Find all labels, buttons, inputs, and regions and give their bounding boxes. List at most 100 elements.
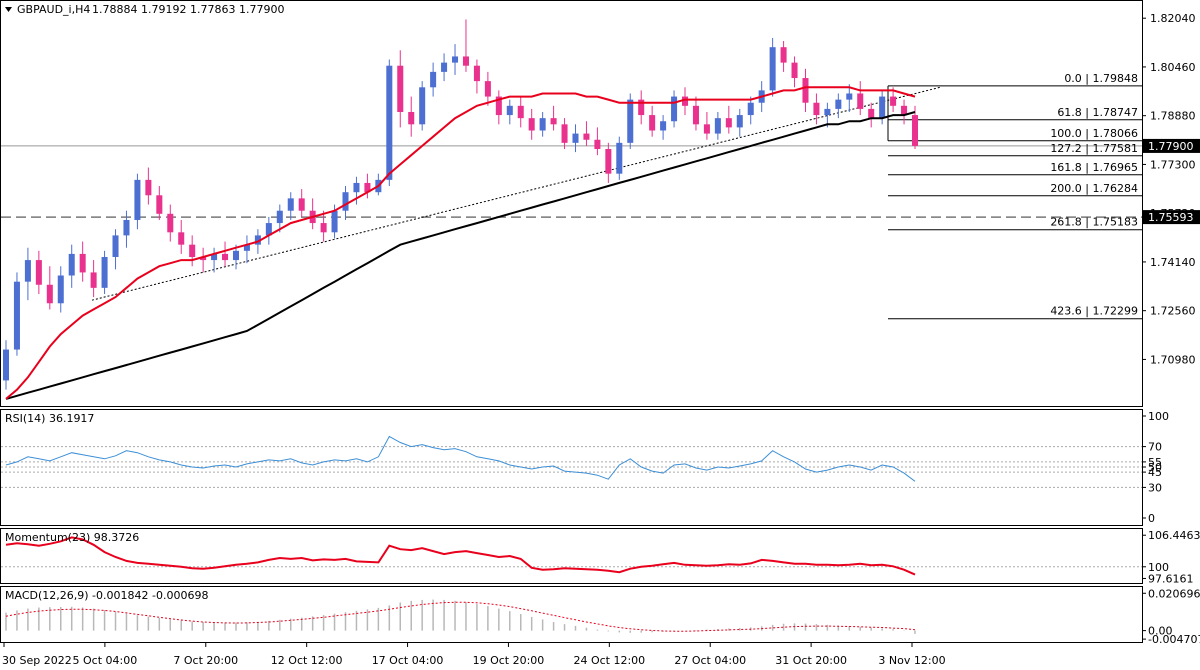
fibonacci-level-label: 100.0 | 1.78066 (1050, 127, 1138, 140)
bearish-candle (200, 256, 207, 261)
rsi-y-tick-label: 70 (1148, 441, 1162, 454)
rsi-y-tick-label: 0 (1148, 512, 1155, 525)
rsi-panel[interactable] (0, 409, 1143, 526)
moving-average-black (5, 111, 916, 400)
bullish-candle (660, 121, 667, 131)
level-price-tag (1143, 210, 1200, 225)
bullish-candle (287, 198, 294, 211)
bearish-candle (911, 115, 919, 146)
bearish-candle (901, 105, 908, 116)
bullish-candle (671, 96, 678, 122)
current-price-text: 1.77900 (1148, 140, 1194, 153)
bullish-candle (846, 93, 853, 100)
bearish-candle (649, 115, 656, 131)
momentum-panel[interactable] (0, 528, 1143, 584)
bullish-candle (736, 115, 743, 128)
rsi-y-tick-label: 55 (1148, 456, 1162, 469)
bearish-candle (692, 105, 699, 125)
bearish-candle (298, 198, 305, 211)
x-axis-tick-label: 3 Nov 12:00 (878, 654, 945, 667)
bearish-candle (725, 118, 732, 128)
x-axis-tick-label: 7 Oct 20:00 (173, 654, 238, 667)
macd-y-tick-label: 0.00 (1148, 625, 1173, 638)
x-axis-tick-label: 30 Sep 2022 (2, 654, 72, 667)
rsi-y-tick-label: 45 (1148, 466, 1162, 479)
macd-signal-line (5, 601, 916, 632)
bearish-candle (638, 99, 645, 116)
bearish-candle (320, 223, 327, 233)
bearish-candle (364, 182, 371, 193)
bearish-candle (473, 65, 480, 82)
bullish-candle (879, 96, 886, 119)
bearish-candle (178, 232, 185, 245)
bearish-candle (791, 62, 798, 79)
bearish-candle (79, 253, 86, 273)
bullish-candle (112, 235, 119, 257)
price-y-tick-label: 1.78880 (1150, 110, 1196, 123)
momentum-label: Momentum(23) 98.3726 (5, 531, 139, 544)
bearish-candle (517, 105, 524, 119)
collapse-triangle-icon[interactable] (5, 7, 12, 12)
bullish-candle (254, 235, 261, 245)
macd-label: MACD(12,26,9) -0.001842 -0.000698 (5, 589, 208, 602)
bearish-candle (156, 195, 163, 214)
bullish-candle (506, 105, 513, 116)
bearish-candle (222, 253, 229, 261)
price-panel[interactable] (0, 0, 1143, 407)
momentum-line (5, 536, 916, 576)
moving-average-red (5, 86, 916, 400)
bullish-candle (441, 62, 448, 72)
bearish-candle (550, 118, 557, 125)
bearish-candle (868, 108, 875, 119)
bullish-candle (769, 47, 776, 91)
bearish-candle (90, 272, 97, 288)
fibonacci-level-label: 0.0 | 1.79848 (1064, 72, 1138, 85)
bullish-candle (68, 253, 75, 276)
bullish-candle (419, 87, 426, 125)
bearish-candle (189, 244, 196, 257)
bullish-candle (123, 219, 130, 236)
price-y-tick-label: 1.80460 (1150, 61, 1196, 74)
x-axis-tick-label: 17 Oct 04:00 (372, 654, 444, 667)
bullish-candle (452, 56, 459, 63)
bullish-candle (57, 275, 64, 304)
bullish-candle (386, 65, 393, 180)
current-price-tag (1143, 138, 1200, 153)
bullish-candle (616, 142, 623, 174)
bearish-candle (484, 81, 491, 97)
fibonacci-level-label: 423.6 | 1.72299 (1050, 305, 1138, 318)
bearish-candle (145, 179, 152, 196)
bearish-candle (35, 260, 42, 285)
x-axis-tick-label: 5 Oct 04:00 (73, 654, 138, 667)
bullish-candle (627, 99, 634, 143)
bullish-candle (353, 182, 360, 193)
bearish-candle (167, 213, 174, 233)
bullish-candle (539, 118, 546, 131)
bullish-candle (134, 179, 141, 220)
fibonacci-level-label: 127.2 | 1.77581 (1050, 142, 1138, 155)
macd-y-tick-label: 0.020696 (1148, 587, 1200, 600)
bearish-candle (890, 96, 897, 106)
bullish-candle (714, 118, 721, 134)
price-y-tick-label: 1.82040 (1150, 12, 1196, 25)
x-axis-tick-label: 24 Oct 12:00 (573, 654, 645, 667)
bearish-candle (397, 65, 404, 112)
level-price-text: 1.75593 (1148, 211, 1194, 224)
price-symbol-label: GBPAUD_i,H4 (17, 3, 90, 16)
momentum-y-tick-label: 97.6161 (1148, 572, 1194, 585)
momentum-y-tick-label: 106.4463 (1148, 529, 1200, 542)
price-y-tick-label: 1.72560 (1150, 305, 1196, 318)
bearish-candle (703, 124, 710, 134)
x-axis-tick-label: 27 Oct 04:00 (674, 654, 746, 667)
x-axis-tick-label: 19 Oct 20:00 (473, 654, 545, 667)
bearish-candle (408, 111, 415, 125)
bearish-candle (813, 102, 820, 116)
rsi-line (5, 435, 916, 482)
bearish-candle (528, 118, 535, 131)
macd-panel[interactable] (0, 586, 1143, 643)
bullish-candle (13, 281, 20, 350)
bearish-candle (462, 56, 469, 66)
bullish-candle (430, 71, 437, 88)
rsi-y-tick-label: 100 (1148, 410, 1169, 423)
